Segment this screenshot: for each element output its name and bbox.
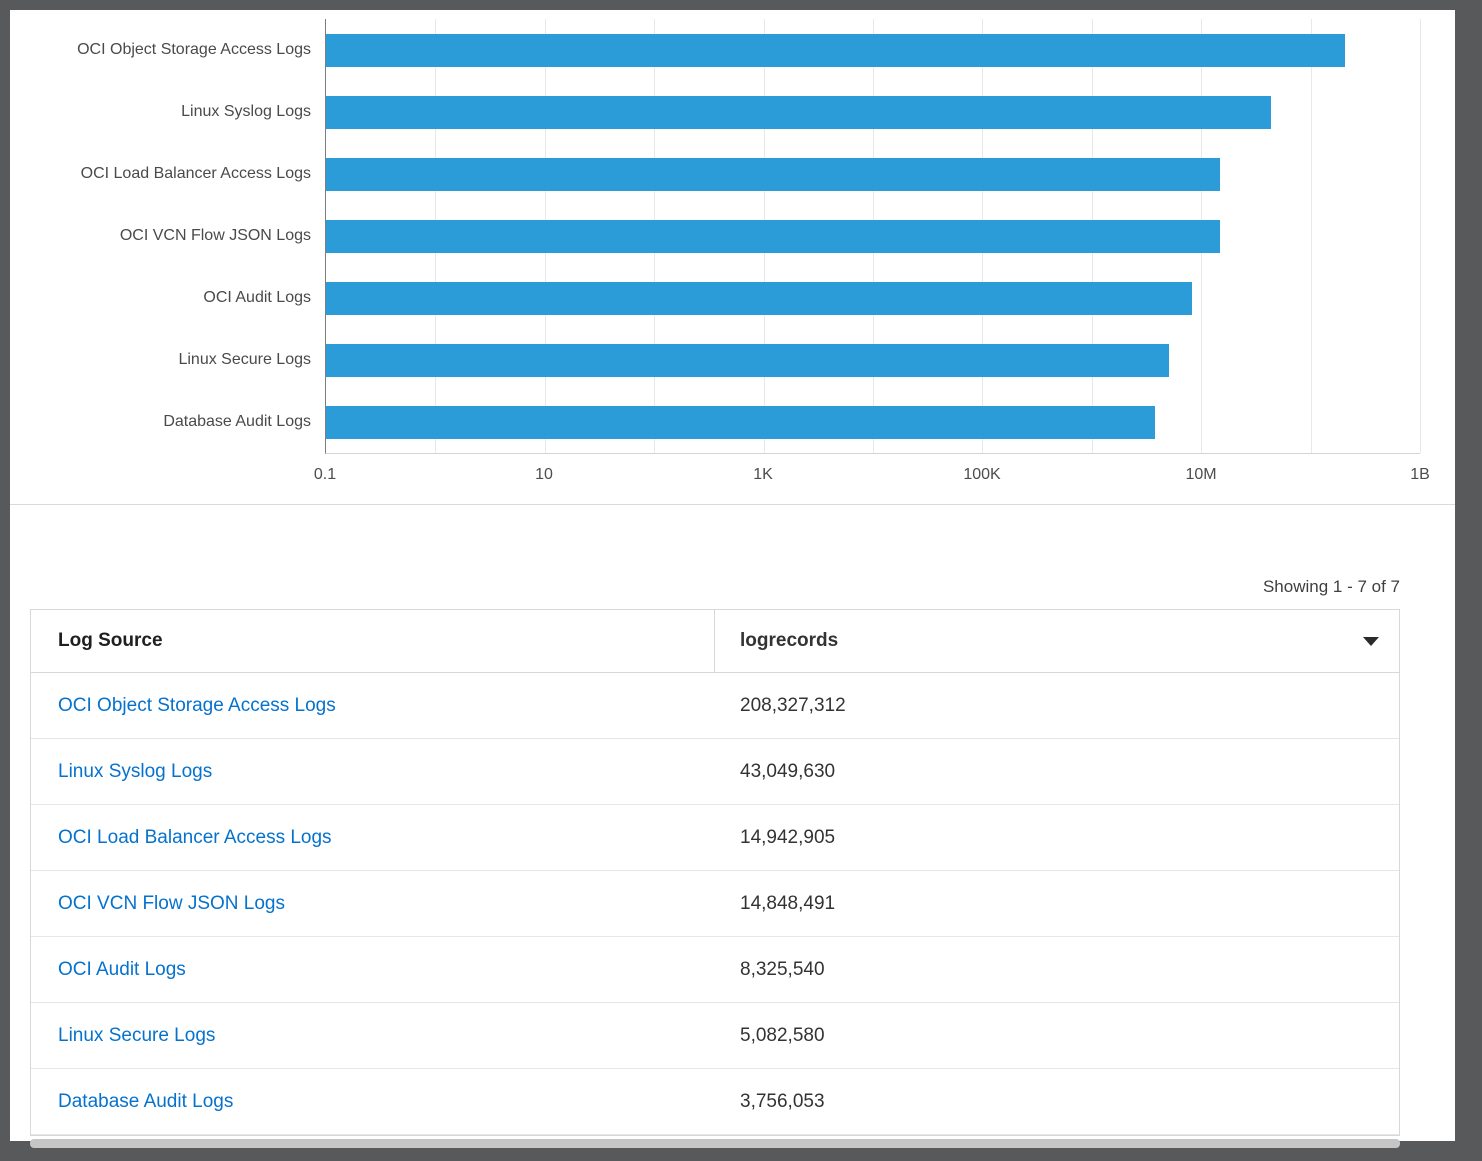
log-source-cell: OCI Audit Logs — [31, 937, 715, 1002]
table-header-row: Log Source logrecords — [31, 610, 1399, 673]
chart-bar[interactable] — [326, 343, 1170, 377]
x-axis-tick-label: 10 — [535, 466, 553, 483]
log-source-cell: Database Audit Logs — [31, 1069, 715, 1134]
table-row: Database Audit Logs 3,756,053 — [31, 1069, 1399, 1135]
table-row: OCI Load Balancer Access Logs 14,942,905 — [31, 805, 1399, 871]
table-row: OCI Audit Logs 8,325,540 — [31, 937, 1399, 1003]
chart-bar[interactable] — [326, 157, 1221, 191]
table-row: OCI VCN Flow JSON Logs 14,848,491 — [31, 871, 1399, 937]
log-source-table: Log Source logrecords OCI Object Storage… — [30, 609, 1400, 1136]
logrecords-value: 208,327,312 — [740, 694, 846, 716]
log-source-cell: Linux Syslog Logs — [31, 739, 715, 804]
log-source-cell: Linux Secure Logs — [31, 1003, 715, 1068]
log-source-link[interactable]: OCI Object Storage Access Logs — [58, 694, 336, 716]
chart-bar-row — [326, 81, 1420, 143]
logrecords-value: 3,756,053 — [740, 1090, 825, 1112]
chart-bar[interactable] — [326, 95, 1271, 129]
chart-bar-row — [326, 205, 1420, 267]
logrecords-value: 43,049,630 — [740, 760, 836, 782]
chart-category-label: OCI Load Balancer Access Logs — [80, 165, 311, 182]
table-row: Linux Secure Logs 5,082,580 — [31, 1003, 1399, 1069]
chart-body: OCI Object Storage Access Logs Linux Sysl… — [10, 19, 1455, 494]
log-source-cell: OCI VCN Flow JSON Logs — [31, 871, 715, 936]
chart-category-label: Linux Syslog Logs — [181, 103, 311, 120]
log-source-cell: OCI Object Storage Access Logs — [31, 673, 715, 738]
horizontal-scrollbar[interactable] — [30, 1139, 1400, 1148]
chart-bar[interactable] — [326, 405, 1155, 439]
chart-category-label: OCI Audit Logs — [203, 289, 311, 306]
chart-category-axis: OCI Object Storage Access Logs Linux Sysl… — [10, 19, 325, 494]
chart-bar-row — [326, 391, 1420, 453]
chart-plot-area — [325, 19, 1421, 454]
column-header-log-source[interactable]: Log Source — [31, 610, 715, 672]
x-axis-tick-label: 100K — [963, 466, 1001, 483]
table-body: OCI Object Storage Access Logs 208,327,3… — [31, 673, 1399, 1135]
chart-bar[interactable] — [326, 281, 1193, 315]
chart-category-label: Linux Secure Logs — [178, 351, 311, 368]
log-source-link[interactable]: Linux Secure Logs — [58, 1024, 216, 1046]
chart-x-axis: 0.1 10 1K 100K 10M 1B — [314, 454, 1430, 494]
chart-category-label: OCI Object Storage Access Logs — [77, 41, 311, 58]
content-panel: OCI Object Storage Access Logs Linux Sysl… — [10, 10, 1455, 1148]
chart-bar-row — [326, 267, 1420, 329]
log-records-bar-chart: OCI Object Storage Access Logs Linux Sysl… — [10, 10, 1455, 505]
logrecords-value: 14,942,905 — [740, 826, 836, 848]
logrecords-value: 8,325,540 — [740, 958, 825, 980]
chart-bar[interactable] — [326, 219, 1221, 253]
x-axis-tick-label: 10M — [1185, 466, 1217, 483]
log-source-link[interactable]: OCI Load Balancer Access Logs — [58, 826, 332, 848]
x-axis-tick-label: 1B — [1410, 466, 1430, 483]
results-table-section: Showing 1 - 7 of 7 Log Source logrecords… — [10, 577, 1455, 1148]
pagination-status: Showing 1 - 7 of 7 — [1262, 577, 1400, 596]
log-source-link[interactable]: Linux Syslog Logs — [58, 760, 213, 782]
column-header-logrecords[interactable]: logrecords — [715, 610, 1399, 672]
logrecords-value: 5,082,580 — [740, 1024, 825, 1046]
log-source-link[interactable]: OCI Audit Logs — [58, 958, 186, 980]
chart-bar-row — [326, 329, 1420, 391]
log-source-cell: OCI Load Balancer Access Logs — [31, 805, 715, 870]
log-source-link[interactable]: Database Audit Logs — [58, 1090, 234, 1112]
x-axis-tick-label: 0.1 — [313, 466, 337, 483]
chart-gridline — [1310, 19, 1312, 453]
x-axis-tick-label: 1K — [753, 466, 773, 483]
chart-gridline — [1420, 19, 1421, 453]
logrecords-value: 14,848,491 — [740, 892, 836, 914]
sort-descending-icon[interactable] — [1363, 636, 1379, 646]
table-row: Linux Syslog Logs 43,049,630 — [31, 739, 1399, 805]
table-row: OCI Object Storage Access Logs 208,327,3… — [31, 673, 1399, 739]
chart-bar-row — [326, 143, 1420, 205]
chart-category-label: OCI VCN Flow JSON Logs — [119, 227, 311, 244]
chart-bar[interactable] — [326, 33, 1346, 67]
chart-bar-row — [326, 19, 1420, 81]
column-header-logrecords-label: logrecords — [740, 630, 839, 651]
chart-category-label: Database Audit Logs — [163, 413, 311, 430]
chart-plot-wrap: 0.1 10 1K 100K 10M 1B — [314, 19, 1430, 494]
log-source-link[interactable]: OCI VCN Flow JSON Logs — [58, 892, 285, 914]
